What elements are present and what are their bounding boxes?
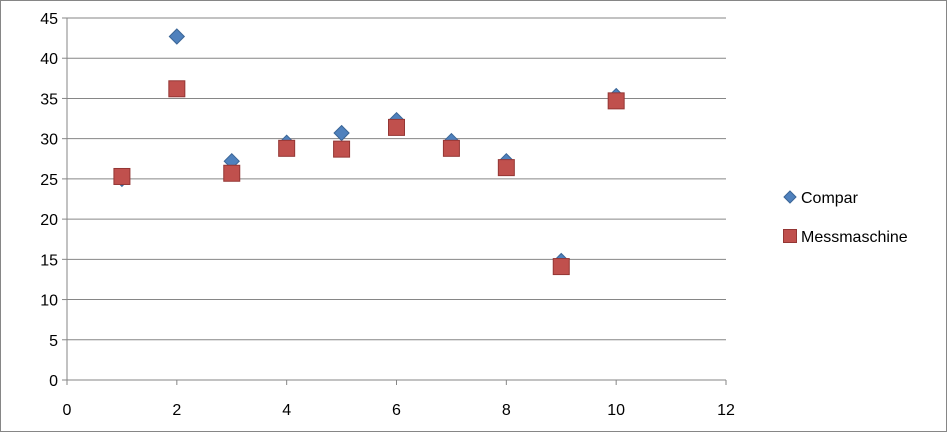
legend-marker-compar bbox=[783, 190, 797, 204]
data-point-compar bbox=[333, 124, 350, 142]
y-tick-label: 20 bbox=[40, 212, 58, 229]
data-point-messmaschine bbox=[113, 167, 131, 185]
y-tick-label: 15 bbox=[40, 252, 58, 269]
y-tick-label: 40 bbox=[40, 51, 58, 68]
tick-labels: 0 5 10 15 20 25 30 35 40 45 0 2 4 6 8 10 12 bbox=[40, 11, 735, 419]
legend-label: Compar bbox=[801, 190, 859, 207]
y-tick-label: 10 bbox=[40, 293, 58, 310]
data-point-messmaschine bbox=[223, 164, 241, 182]
data-point-messmaschine bbox=[552, 258, 570, 276]
legend-label: Messmaschine bbox=[801, 229, 908, 246]
y-tick-label: 5 bbox=[49, 333, 58, 350]
data-point-messmaschine bbox=[168, 80, 186, 98]
y-tick-label: 45 bbox=[40, 11, 58, 28]
series-messmaschine bbox=[113, 80, 625, 276]
x-tick-label: 10 bbox=[607, 402, 625, 419]
legend-marker-messmaschine bbox=[783, 229, 797, 243]
y-tick-label: 25 bbox=[40, 172, 58, 189]
x-tick-label: 8 bbox=[502, 402, 511, 419]
gridlines bbox=[67, 17, 726, 341]
data-point-messmaschine bbox=[497, 159, 515, 177]
data-point-messmaschine bbox=[442, 139, 460, 157]
data-point-messmaschine bbox=[333, 140, 351, 158]
legend: Compar Messmaschine bbox=[783, 190, 908, 246]
y-tick-label: 0 bbox=[49, 373, 58, 390]
legend-item-messmaschine: Messmaschine bbox=[783, 229, 908, 246]
data-point-compar bbox=[168, 28, 186, 45]
data-point-messmaschine bbox=[607, 92, 625, 110]
series-compar bbox=[113, 28, 625, 270]
x-tick-label: 4 bbox=[282, 402, 291, 419]
axes bbox=[62, 17, 727, 385]
legend-item-compar: Compar bbox=[783, 190, 859, 207]
data-points bbox=[113, 28, 625, 276]
x-tick-label: 12 bbox=[717, 402, 735, 419]
y-tick-label: 35 bbox=[40, 91, 58, 108]
y-tick-label: 30 bbox=[40, 132, 58, 149]
data-point-messmaschine bbox=[388, 118, 405, 136]
x-tick-label: 2 bbox=[172, 402, 181, 419]
x-tick-label: 0 bbox=[63, 402, 72, 419]
data-point-messmaschine bbox=[278, 139, 296, 157]
x-tick-label: 6 bbox=[392, 402, 401, 419]
